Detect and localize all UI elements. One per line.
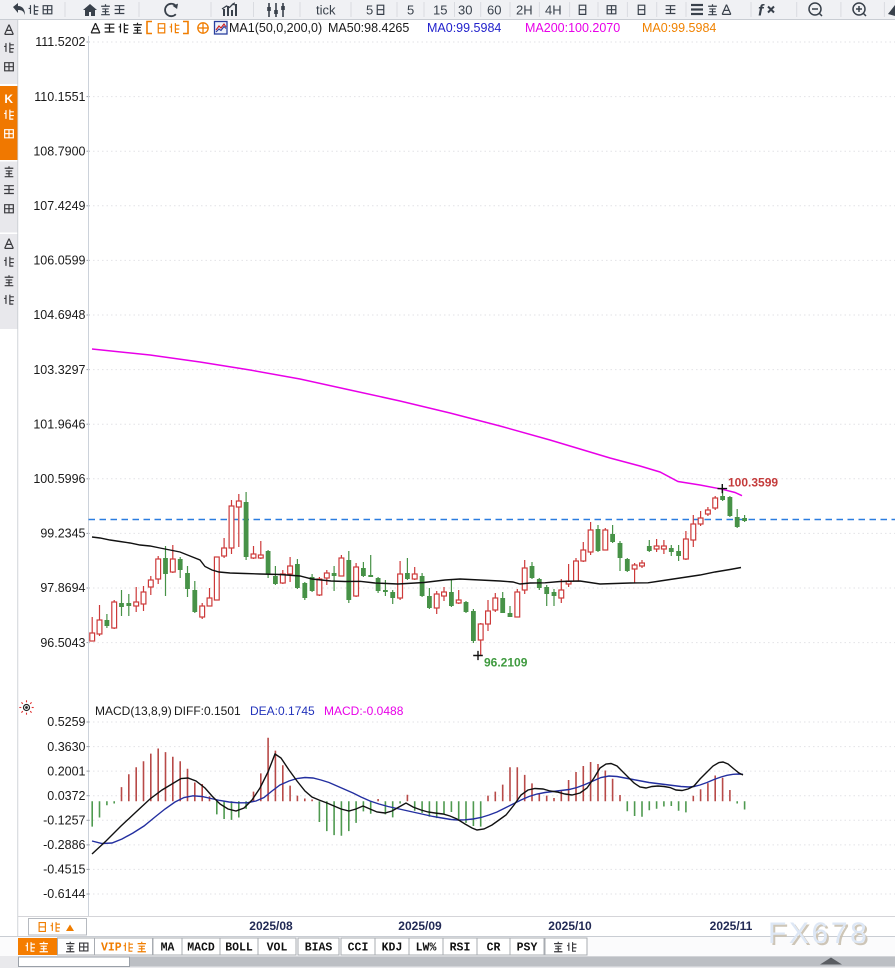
svg-text:111.5202: 111.5202 xyxy=(35,35,85,49)
svg-text:103.3297: 103.3297 xyxy=(33,363,85,377)
svg-text:MA0:99.5984: MA0:99.5984 xyxy=(642,21,716,35)
svg-text:5: 5 xyxy=(366,3,373,18)
svg-text:PSY: PSY xyxy=(517,942,538,955)
svg-text:4H: 4H xyxy=(545,3,562,18)
svg-text:0.5259: 0.5259 xyxy=(47,715,85,729)
svg-text:2025/10: 2025/10 xyxy=(548,919,592,933)
svg-text:100.3599: 100.3599 xyxy=(728,476,778,490)
svg-text:108.7900: 108.7900 xyxy=(33,144,85,158)
svg-text:2025/09: 2025/09 xyxy=(398,919,442,933)
svg-text:MA: MA xyxy=(161,942,175,955)
svg-text:-0.1257: -0.1257 xyxy=(43,814,85,828)
svg-text:tick: tick xyxy=(316,3,336,18)
svg-text:-0.2886: -0.2886 xyxy=(43,838,85,852)
svg-text:107.4249: 107.4249 xyxy=(33,199,85,213)
svg-text:2025/11: 2025/11 xyxy=(710,919,753,933)
svg-text:110.1551: 110.1551 xyxy=(34,90,85,104)
svg-text:2H: 2H xyxy=(516,3,533,18)
svg-text:2025/08: 2025/08 xyxy=(249,919,293,933)
svg-text:0.3630: 0.3630 xyxy=(47,740,85,754)
svg-text:101.9646: 101.9646 xyxy=(33,417,85,431)
svg-text:RSI: RSI xyxy=(450,942,471,955)
svg-text:104.6948: 104.6948 xyxy=(33,308,85,322)
svg-text:CR: CR xyxy=(487,942,501,955)
svg-text:MA0:99.5984: MA0:99.5984 xyxy=(427,21,501,35)
svg-text:VOL: VOL xyxy=(267,942,288,955)
svg-text:96.5043: 96.5043 xyxy=(40,636,85,650)
svg-text:DEA:0.1745: DEA:0.1745 xyxy=(250,704,315,718)
svg-text:BOLL: BOLL xyxy=(225,942,253,955)
svg-text:f: f xyxy=(758,3,765,20)
svg-text:30: 30 xyxy=(458,3,472,18)
svg-text:60: 60 xyxy=(487,3,501,18)
svg-text:0.2001: 0.2001 xyxy=(47,764,85,778)
svg-text:FX678: FX678 xyxy=(770,919,871,952)
svg-text:MACD(13,8,9): MACD(13,8,9) xyxy=(95,704,172,718)
svg-text:0.0372: 0.0372 xyxy=(47,789,85,803)
svg-text:K: K xyxy=(4,92,13,106)
svg-text:KDJ: KDJ xyxy=(382,942,403,955)
svg-text:-0.4515: -0.4515 xyxy=(43,863,85,877)
svg-text:MACD: MACD xyxy=(187,942,215,955)
svg-text:BIAS: BIAS xyxy=(305,942,333,955)
svg-text:MA50:98.4265: MA50:98.4265 xyxy=(328,21,409,35)
svg-text:DIFF:0.1501: DIFF:0.1501 xyxy=(174,704,241,718)
svg-text:5: 5 xyxy=(407,3,414,18)
svg-text:100.5996: 100.5996 xyxy=(33,472,85,486)
svg-text:15: 15 xyxy=(433,3,447,18)
svg-text:96.2109: 96.2109 xyxy=(484,656,528,670)
svg-text:97.8694: 97.8694 xyxy=(40,581,85,595)
svg-text:LW%: LW% xyxy=(416,942,437,955)
svg-text:MA1(50,0,200,0): MA1(50,0,200,0) xyxy=(229,21,322,35)
svg-text:FX678: FX678 xyxy=(768,917,869,950)
svg-text:-0.6144: -0.6144 xyxy=(43,887,85,901)
svg-text:CCI: CCI xyxy=(348,942,369,955)
svg-text:MACD:-0.0488: MACD:-0.0488 xyxy=(324,704,404,718)
svg-text:VIP: VIP xyxy=(101,942,122,955)
svg-text:106.0599: 106.0599 xyxy=(33,254,85,268)
svg-text:MA200:100.2070: MA200:100.2070 xyxy=(525,21,620,35)
svg-text:99.2345: 99.2345 xyxy=(40,527,85,541)
